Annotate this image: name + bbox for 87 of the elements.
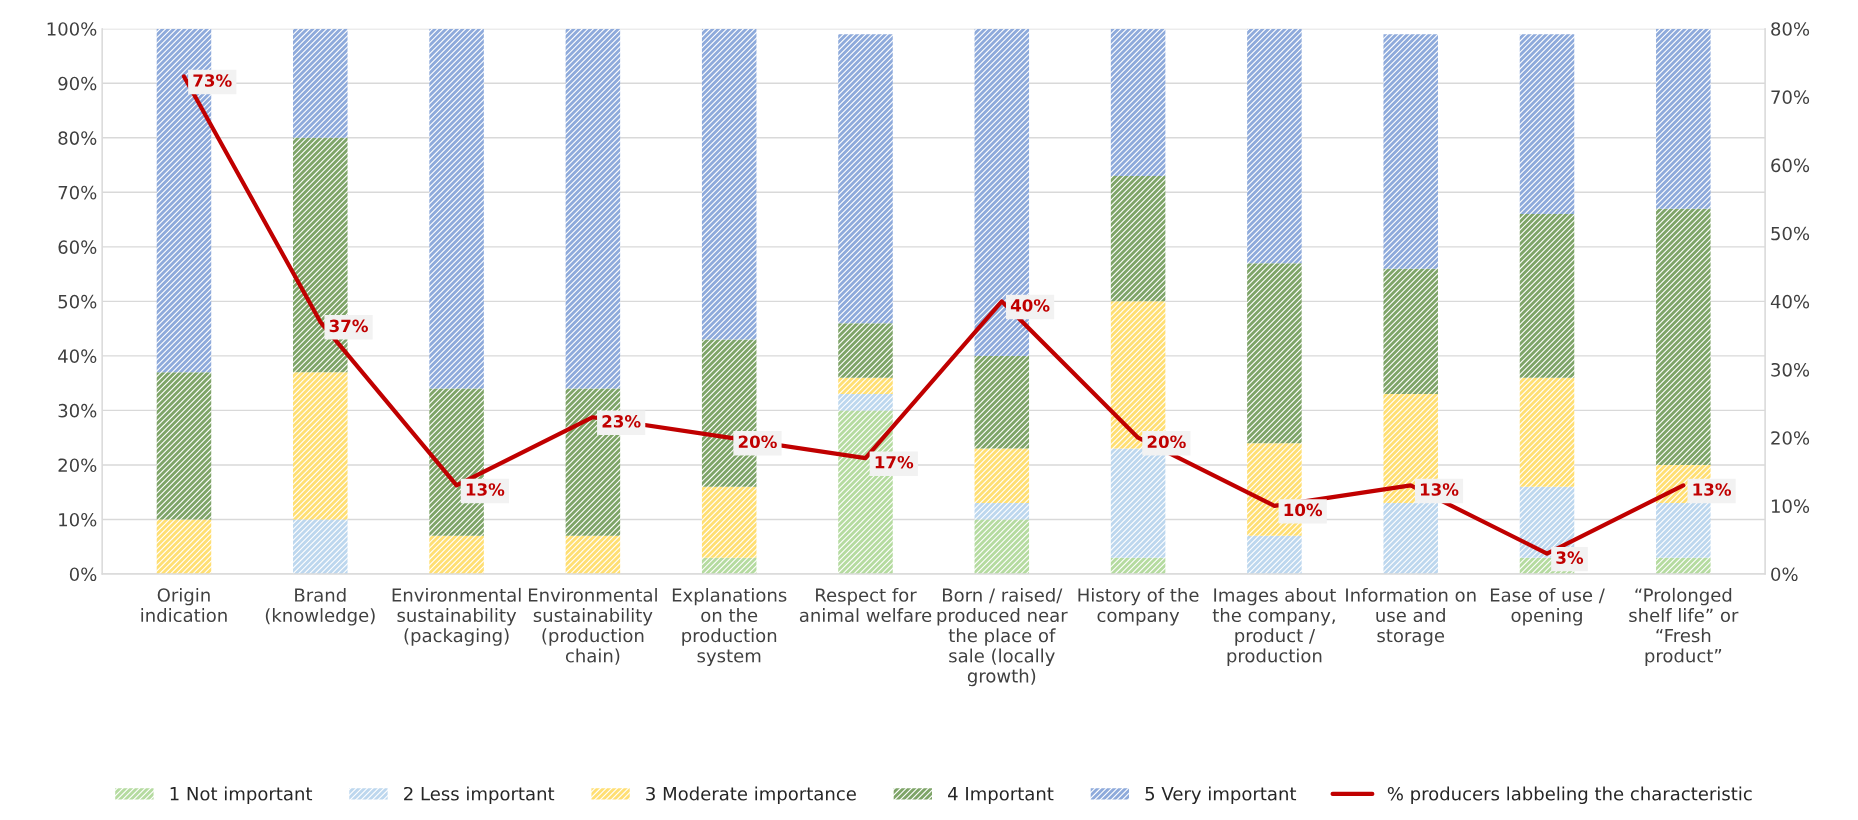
data-label: 37% <box>329 319 368 333</box>
bar <box>429 28 484 389</box>
y-tick-label: 50% <box>58 294 97 309</box>
data-label: 13% <box>1420 483 1459 496</box>
y-tick-label: 30% <box>58 403 97 418</box>
legend-label: 3 Moderate importance <box>646 786 856 805</box>
bar <box>974 448 1030 504</box>
x-tick-label: Born / raised/ produced near the place of sale (locally growth) <box>937 587 1068 687</box>
y-tick-label: 100% <box>47 22 97 36</box>
y-tick-label: 20% <box>58 458 97 473</box>
bar <box>838 377 893 395</box>
bar <box>1656 208 1711 465</box>
bar <box>1247 28 1302 264</box>
x-tick-label: “Prolonged shelf life” or “Fresh product” <box>1629 587 1739 667</box>
data-label: 20% <box>738 435 777 449</box>
bar <box>1656 503 1711 558</box>
bar <box>1519 34 1575 215</box>
bar <box>701 557 757 574</box>
bar <box>1519 214 1575 378</box>
y2-tick-label: 30% <box>1771 362 1810 377</box>
data-label: 17% <box>875 455 914 469</box>
bar <box>1110 175 1166 302</box>
y-tick-label: 80% <box>58 131 97 145</box>
legend-label: % producers labbeling the characteristic <box>1387 786 1752 805</box>
bar <box>1656 28 1711 209</box>
x-tick-label: Information on use and storage <box>1346 587 1476 646</box>
y2-tick-label: 80% <box>1771 22 1810 36</box>
data-label: 20% <box>1147 435 1186 449</box>
bar <box>838 323 893 378</box>
bar <box>293 519 348 574</box>
bar <box>701 486 757 558</box>
bar <box>974 503 1030 520</box>
x-tick-label: Ease of use / opening <box>1490 587 1605 626</box>
bar <box>1383 34 1438 269</box>
bar <box>1110 448 1166 558</box>
y-tick-label: 40% <box>58 349 97 363</box>
x-tick-label: Explanations on the production system <box>672 587 787 667</box>
y-tick-label: 10% <box>59 512 97 527</box>
bar <box>974 355 1030 449</box>
bar <box>1656 557 1711 574</box>
bar <box>1247 263 1302 444</box>
bar <box>701 28 757 340</box>
data-label: 3% <box>1556 551 1584 564</box>
bar <box>1519 377 1575 487</box>
data-label: 73% <box>193 74 232 87</box>
legend-label: 5 Very important <box>1145 786 1297 805</box>
y2-tick-label: 50% <box>1771 226 1810 241</box>
x-tick-label: Environmental sustainability (production chain) <box>528 587 657 665</box>
y-tick-label: 0% <box>69 567 97 582</box>
bar <box>1383 268 1438 395</box>
y-tick-label: 60% <box>58 240 97 254</box>
y2-tick-label: 60% <box>1771 158 1810 173</box>
y-tick-label: 90% <box>58 76 97 91</box>
x-tick-label: Brand (knowledge) <box>265 587 375 626</box>
x-tick-label: History of the company <box>1078 587 1199 626</box>
bar <box>565 535 621 574</box>
bar <box>838 34 893 324</box>
y-tick-label: 70% <box>58 185 97 200</box>
y2-tick-label: 70% <box>1771 90 1810 104</box>
data-label: 40% <box>1010 299 1050 312</box>
bar <box>293 28 348 138</box>
y2-tick-label: 40% <box>1770 294 1810 309</box>
bar <box>429 535 484 574</box>
bar <box>1110 28 1166 176</box>
legend-label: 4 Important <box>948 787 1054 805</box>
data-label: 13% <box>1693 483 1732 496</box>
data-label: 13% <box>466 483 505 496</box>
bar <box>1247 535 1302 574</box>
bar <box>156 519 212 574</box>
y2-tick-label: 20% <box>1771 431 1810 445</box>
data-label: 23% <box>602 415 641 428</box>
x-tick-label: Images about the company, product / production <box>1212 587 1336 667</box>
bar <box>1110 557 1166 574</box>
bar <box>838 394 893 411</box>
x-tick-label: Respect for animal welfare <box>799 587 932 623</box>
x-tick-label: Origin indication <box>141 587 227 623</box>
y2-tick-label: 10% <box>1771 499 1810 513</box>
x-tick-label: Environmental sustainability (packaging) <box>392 587 521 646</box>
bar <box>293 372 348 520</box>
bar <box>1383 503 1438 574</box>
legend-label: 2 Less important <box>404 786 555 805</box>
y2-tick-label: 0% <box>1771 567 1798 582</box>
bar <box>565 28 621 389</box>
data-label: 10% <box>1284 503 1323 517</box>
bar <box>974 519 1030 574</box>
legend-label: 1 Not important <box>170 786 313 805</box>
bar <box>156 372 212 520</box>
